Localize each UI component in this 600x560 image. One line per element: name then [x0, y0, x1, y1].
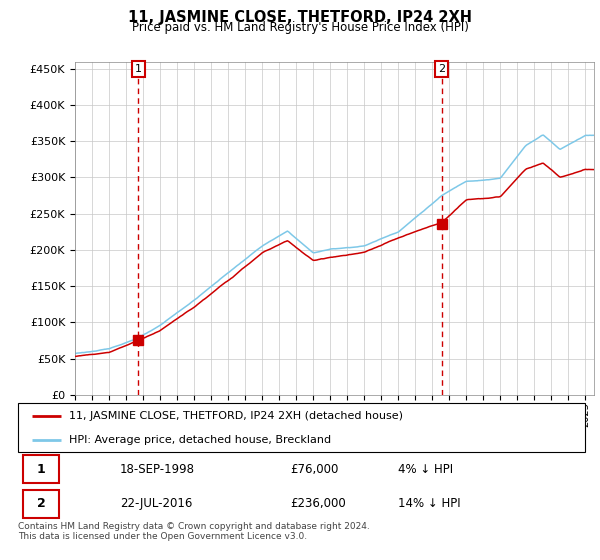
- Text: Price paid vs. HM Land Registry's House Price Index (HPI): Price paid vs. HM Land Registry's House …: [131, 21, 469, 34]
- Text: £236,000: £236,000: [290, 497, 346, 510]
- Text: 22-JUL-2016: 22-JUL-2016: [120, 497, 193, 510]
- Text: 2: 2: [438, 64, 445, 74]
- Text: 11, JASMINE CLOSE, THETFORD, IP24 2XH (detached house): 11, JASMINE CLOSE, THETFORD, IP24 2XH (d…: [69, 412, 403, 422]
- Text: 2: 2: [37, 497, 46, 510]
- FancyBboxPatch shape: [23, 455, 59, 483]
- Text: 1: 1: [37, 463, 46, 475]
- Text: HPI: Average price, detached house, Breckland: HPI: Average price, detached house, Brec…: [69, 435, 331, 445]
- Text: 1: 1: [135, 64, 142, 74]
- Text: 18-SEP-1998: 18-SEP-1998: [120, 463, 195, 475]
- Text: Contains HM Land Registry data © Crown copyright and database right 2024.
This d: Contains HM Land Registry data © Crown c…: [18, 522, 370, 542]
- FancyBboxPatch shape: [23, 489, 59, 518]
- Text: 4% ↓ HPI: 4% ↓ HPI: [398, 463, 453, 475]
- Text: £76,000: £76,000: [290, 463, 338, 475]
- Text: 14% ↓ HPI: 14% ↓ HPI: [398, 497, 461, 510]
- Text: 11, JASMINE CLOSE, THETFORD, IP24 2XH: 11, JASMINE CLOSE, THETFORD, IP24 2XH: [128, 10, 472, 25]
